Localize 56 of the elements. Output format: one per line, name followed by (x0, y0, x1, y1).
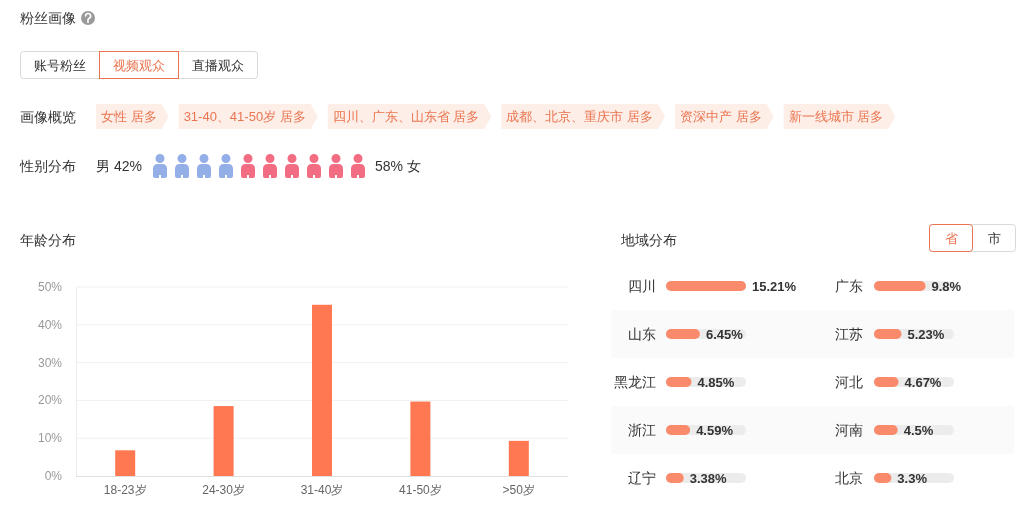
x-tick-label: >50岁 (502, 483, 535, 497)
data-label: 3.3% (897, 470, 928, 486)
bar (410, 401, 431, 476)
y-tick-label: 10% (37, 431, 63, 446)
text: 新一线城市 居多 (788, 109, 884, 124)
x-tick-label: 31-40岁 (300, 483, 344, 497)
text: 女性 居多 (101, 109, 157, 124)
y-tick-label: 山东 (628, 326, 656, 342)
text: 直播观众 (192, 57, 244, 73)
text: 画像概览 (20, 109, 76, 125)
y-tick-label: 河南 (835, 422, 863, 438)
y-tick-label: 20% (37, 393, 63, 408)
text: 省 (944, 230, 958, 246)
y-tick-label: 辽宁 (628, 470, 656, 486)
data-label: 4.85% (697, 374, 735, 390)
data-label: 4.59% (696, 422, 734, 438)
bar (115, 450, 136, 476)
data-label: 5.23% (907, 326, 945, 342)
y-tick-label: 江苏 (835, 326, 863, 342)
data-label: 9.8% (931, 278, 962, 294)
y-tick-label: 黑龙江 (614, 374, 656, 390)
x-tick-label: 18-23岁 (103, 483, 147, 497)
text: 市 (987, 230, 1001, 246)
x-tick-label: 41-50岁 (399, 483, 442, 497)
bar (213, 406, 234, 476)
x-tick-label: 24-30岁 (202, 483, 245, 497)
chart-title: 地域分布 (620, 232, 677, 248)
data-label: 15.21% (752, 278, 797, 294)
data-label: 6.45% (705, 326, 744, 342)
text: 成都、北京、重庆市 居多 (506, 109, 653, 124)
y-tick-label: 40% (37, 317, 63, 332)
category-label: 女 (407, 158, 422, 174)
text: 粉丝画像 (20, 10, 76, 26)
y-tick-label: 河北 (835, 374, 863, 390)
bar (312, 304, 332, 476)
data-label: 4.67% (904, 374, 942, 390)
data-label: 42% (114, 158, 143, 174)
y-tick-label: 四川 (628, 278, 656, 294)
y-tick-label: 浙江 (628, 422, 656, 438)
y-tick-label: 北京 (835, 470, 863, 486)
text: 四川、广东、山东省 居多 (332, 109, 480, 124)
y-tick-label: 50% (37, 280, 63, 294)
data-label: 4.5% (903, 422, 934, 438)
y-tick-label: 0% (44, 469, 63, 483)
y-tick-label: 广东 (835, 278, 863, 294)
text: 账号粉丝 (34, 57, 86, 73)
data-label: 58% (375, 158, 404, 174)
text: 性别分布 (19, 158, 76, 174)
bar (508, 440, 529, 476)
text: 视频观众 (113, 57, 165, 73)
chart-title: 年龄分布 (20, 232, 76, 248)
category-label: 男 (96, 158, 110, 174)
text: 31-40、41-50岁 居多 (183, 109, 306, 124)
data-label: 3.38% (689, 470, 728, 486)
y-tick-label: 30% (37, 355, 63, 370)
text: 资深中产 居多 (680, 109, 762, 124)
